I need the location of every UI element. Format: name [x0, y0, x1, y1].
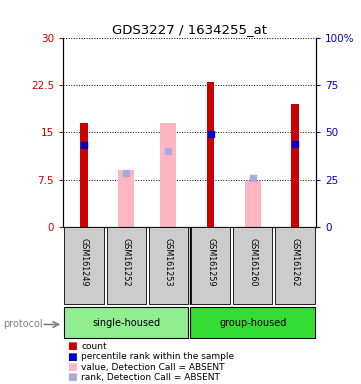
Text: GSM161262: GSM161262 — [290, 238, 299, 286]
Text: GSM161252: GSM161252 — [122, 238, 131, 286]
Title: GDS3227 / 1634255_at: GDS3227 / 1634255_at — [112, 23, 267, 36]
Text: percentile rank within the sample: percentile rank within the sample — [81, 352, 234, 361]
Text: ■: ■ — [67, 372, 77, 382]
Bar — [64, 307, 188, 338]
Bar — [106, 227, 146, 305]
Bar — [160, 123, 177, 227]
Text: ■: ■ — [67, 341, 77, 351]
Text: group-housed: group-housed — [219, 318, 286, 328]
Bar — [191, 227, 230, 305]
Bar — [149, 227, 188, 305]
Bar — [207, 82, 214, 227]
Text: protocol: protocol — [4, 319, 43, 329]
Text: ■: ■ — [67, 352, 77, 362]
Text: GSM161253: GSM161253 — [164, 238, 173, 286]
Text: ■: ■ — [67, 362, 77, 372]
Bar — [275, 227, 314, 305]
Bar — [64, 227, 104, 305]
Text: single-housed: single-housed — [92, 318, 160, 328]
Bar — [233, 227, 273, 305]
Bar — [291, 104, 299, 227]
Text: GSM161260: GSM161260 — [248, 238, 257, 286]
Text: GSM161259: GSM161259 — [206, 238, 215, 286]
Bar — [81, 123, 88, 227]
Text: rank, Detection Call = ABSENT: rank, Detection Call = ABSENT — [81, 373, 220, 382]
Text: value, Detection Call = ABSENT: value, Detection Call = ABSENT — [81, 362, 225, 372]
Text: GSM161249: GSM161249 — [80, 238, 89, 286]
Text: count: count — [81, 342, 107, 351]
Bar — [118, 170, 134, 227]
Bar — [245, 181, 261, 227]
Bar — [190, 307, 314, 338]
